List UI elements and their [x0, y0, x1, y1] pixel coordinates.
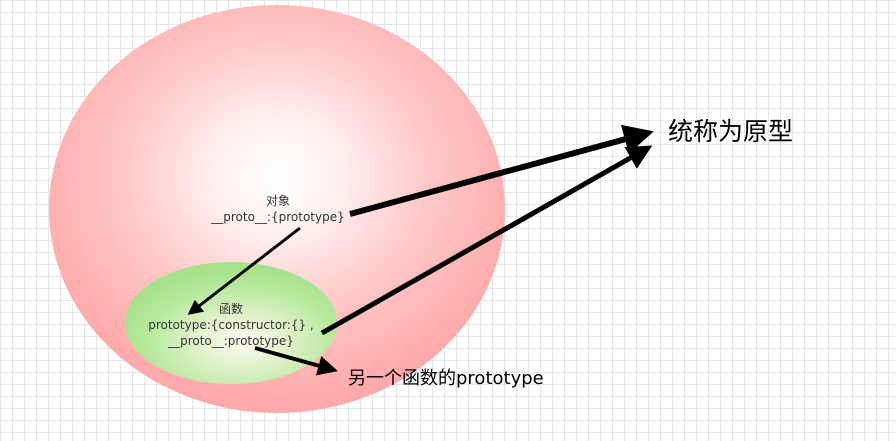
object-title: 对象: [266, 194, 290, 208]
arrow-object-to-prototype-label: [349, 124, 654, 217]
arrow-object-to-function: [187, 226, 301, 315]
collective-prototype-label: 统称为原型: [668, 117, 793, 146]
function-proto-text: __proto__:prototype}: [167, 334, 294, 348]
object-proto-text: __proto__:{prototype}: [210, 210, 344, 224]
function-prototype-text: prototype:{constructor:{} ,: [148, 318, 314, 332]
inner-ellipse: [125, 262, 337, 384]
arrow-function-to-another-prototype: [254, 346, 338, 376]
arrow-function-to-prototype-label: [320, 145, 653, 336]
function-title: 函数: [219, 301, 243, 316]
another-prototype-label: 另一个函数的prototype: [348, 368, 544, 389]
